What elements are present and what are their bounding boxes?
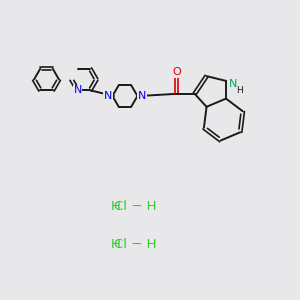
Text: Cl − H: Cl − H [114,200,156,214]
Text: H: H [236,86,243,95]
Text: N: N [74,85,82,95]
Text: N: N [138,91,146,101]
Text: H: H [111,238,120,251]
Text: N: N [104,91,112,101]
Text: H: H [111,200,120,214]
Text: Cl − H: Cl − H [114,238,156,251]
Text: N: N [228,80,237,89]
Text: O: O [172,67,181,77]
